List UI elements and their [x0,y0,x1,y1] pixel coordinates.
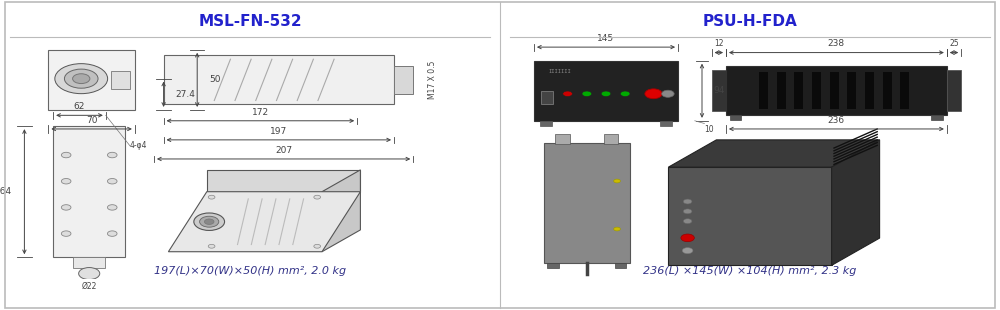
Text: 94: 94 [713,86,724,95]
Bar [947,70,961,111]
Circle shape [563,91,572,96]
Circle shape [645,89,662,99]
Text: 236: 236 [828,116,845,125]
Bar [712,70,726,111]
Circle shape [683,199,692,204]
Bar [847,72,856,109]
Text: 207: 207 [275,146,292,155]
Circle shape [683,209,692,214]
Bar [883,72,892,109]
Circle shape [61,205,71,210]
Text: 197(L)×70(W)×50(H) mm², 2.0 kg: 197(L)×70(W)×50(H) mm², 2.0 kg [154,266,346,276]
Circle shape [208,244,215,248]
Circle shape [601,91,611,96]
Text: 197: 197 [270,127,287,136]
Text: 27.4: 27.4 [176,90,195,99]
Polygon shape [322,170,360,252]
Circle shape [61,152,71,158]
Bar [111,71,130,89]
Circle shape [61,179,71,184]
Bar [541,91,553,104]
Circle shape [73,74,90,84]
Bar [544,143,630,263]
Polygon shape [207,170,360,192]
Circle shape [204,219,214,224]
Circle shape [681,234,694,242]
Text: 10: 10 [704,125,714,134]
Circle shape [614,227,620,231]
Text: 164: 164 [0,187,12,196]
Bar [540,121,552,126]
Text: 50: 50 [209,75,221,84]
Circle shape [614,179,620,183]
Circle shape [61,231,71,236]
Text: M17 X 0.5: M17 X 0.5 [428,61,437,99]
Text: Ø22: Ø22 [82,282,97,291]
Circle shape [200,216,219,227]
Bar [555,135,570,144]
Text: 145: 145 [597,34,615,43]
Text: IIIIIII: IIIIIII [548,69,571,74]
Circle shape [79,268,100,280]
Circle shape [55,64,108,94]
Bar [48,50,135,110]
Bar [53,126,125,257]
Circle shape [107,205,117,210]
Polygon shape [668,167,832,265]
Circle shape [620,91,630,96]
Circle shape [194,213,225,230]
Circle shape [107,152,117,158]
Text: MSL-FN-532: MSL-FN-532 [198,14,302,29]
Bar [865,72,874,109]
Circle shape [314,244,321,248]
Circle shape [208,195,215,199]
Circle shape [682,248,693,254]
Text: PSU-H-FDA: PSU-H-FDA [703,14,797,29]
Circle shape [107,231,117,236]
Bar [660,121,672,126]
Text: 25: 25 [949,39,959,48]
Bar [604,135,618,144]
Bar [534,61,678,121]
Circle shape [64,69,98,88]
Polygon shape [832,140,880,265]
Circle shape [662,90,674,97]
Bar [615,263,626,268]
Bar [830,72,839,109]
Text: 12: 12 [714,39,724,48]
Text: 4-φ4: 4-φ4 [130,141,148,150]
Circle shape [314,195,321,199]
Bar [394,66,413,94]
Bar [73,257,105,268]
Bar [547,263,559,268]
Bar [730,115,741,120]
Circle shape [107,179,117,184]
Text: 70: 70 [86,116,97,125]
Bar [164,55,394,104]
Bar [812,72,821,109]
Bar [900,72,909,109]
Bar [931,115,943,120]
Polygon shape [168,192,360,252]
Bar [794,72,803,109]
Text: 62: 62 [74,102,85,111]
Circle shape [582,91,592,96]
Bar [726,66,947,115]
Text: 238: 238 [828,39,845,48]
Text: 236(L) ×145(W) ×104(H) mm², 2.3 kg: 236(L) ×145(W) ×104(H) mm², 2.3 kg [643,266,857,276]
Bar [759,72,768,109]
Circle shape [683,219,692,224]
Polygon shape [668,140,880,167]
Text: 172: 172 [252,108,269,117]
Bar [777,72,786,109]
